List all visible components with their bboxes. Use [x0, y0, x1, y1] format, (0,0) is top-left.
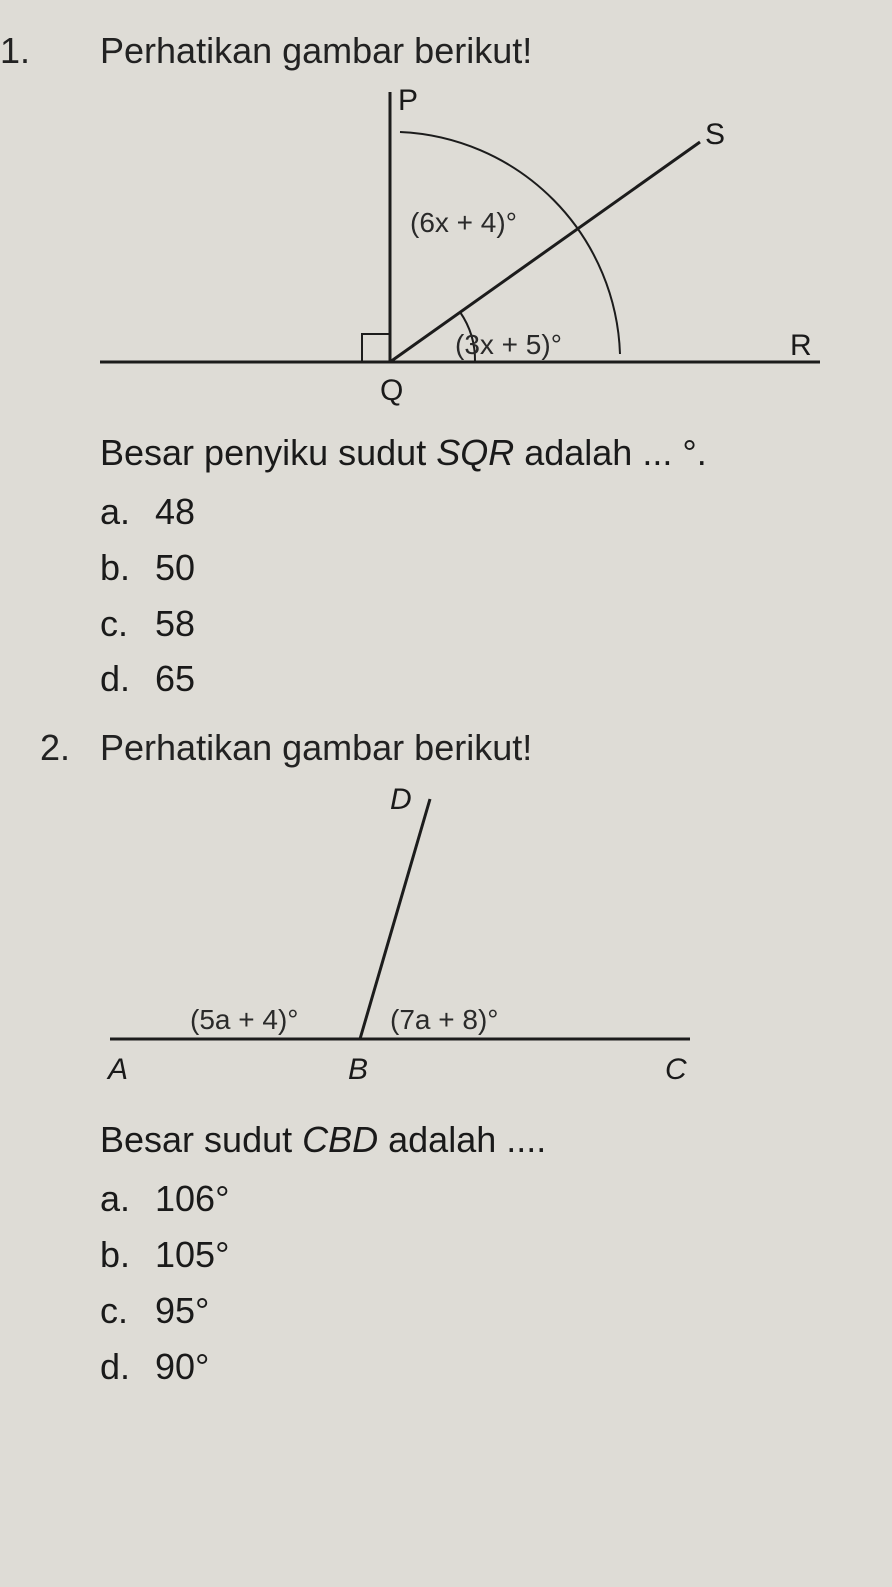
- q1-point-r: R: [790, 329, 812, 362]
- q1-prompt-pre: Besar penyiku sudut: [100, 432, 436, 473]
- option-letter: a.: [100, 1171, 155, 1227]
- q1-options: a.48 b.50 c.58 d.65: [100, 484, 852, 707]
- q1-point-s: S: [705, 118, 725, 151]
- q2-number: 2.: [40, 727, 70, 769]
- option-value: 58: [155, 603, 195, 644]
- option-value: 106°: [155, 1178, 229, 1219]
- q1-point-p: P: [398, 84, 418, 117]
- q1-number: 1.: [0, 30, 30, 72]
- option-letter: b.: [100, 1227, 155, 1283]
- option-letter: c.: [100, 596, 155, 652]
- option-letter: a.: [100, 484, 155, 540]
- q2-instruction: Perhatikan gambar berikut!: [100, 727, 852, 769]
- q2-option-b[interactable]: b.105°: [100, 1227, 852, 1283]
- option-value: 48: [155, 491, 195, 532]
- option-letter: b.: [100, 540, 155, 596]
- q2-point-d: D: [390, 783, 412, 816]
- option-value: 50: [155, 547, 195, 588]
- q2-prompt-post: adalah ....: [378, 1119, 546, 1160]
- q2-diagram: D A B C (5a + 4)° (7a + 8)°: [100, 779, 852, 1099]
- option-letter: d.: [100, 651, 155, 707]
- q2-option-a[interactable]: a.106°: [100, 1171, 852, 1227]
- q1-option-b[interactable]: b.50: [100, 540, 852, 596]
- option-value: 105°: [155, 1234, 229, 1275]
- option-value: 95°: [155, 1290, 209, 1331]
- q1-point-q: Q: [380, 374, 403, 407]
- q2-option-c[interactable]: c.95°: [100, 1283, 852, 1339]
- question-2: 2. Perhatikan gambar berikut! D A B C (5…: [40, 727, 852, 1394]
- q2-ray-d: [360, 799, 430, 1039]
- q1-prompt-var: SQR: [436, 432, 514, 473]
- q2-point-a: A: [106, 1053, 128, 1086]
- option-letter: d.: [100, 1339, 155, 1395]
- q1-option-d[interactable]: d.65: [100, 651, 852, 707]
- q1-arc-large: [400, 132, 620, 354]
- q1-diagram: P S R Q (6x + 4)° (3x + 5)°: [100, 82, 852, 412]
- q2-angle-left-label: (5a + 4)°: [190, 1004, 298, 1035]
- q1-angle1-label: (6x + 4)°: [410, 207, 517, 238]
- q1-option-c[interactable]: c.58: [100, 596, 852, 652]
- q2-prompt-pre: Besar sudut: [100, 1119, 302, 1160]
- option-value: 65: [155, 658, 195, 699]
- option-letter: c.: [100, 1283, 155, 1339]
- question-1: 1. Perhatikan gambar berikut! P S R Q (6…: [40, 30, 852, 707]
- q1-instruction: Perhatikan gambar berikut!: [100, 30, 852, 72]
- q1-angle2-label: (3x + 5)°: [455, 329, 562, 360]
- q2-option-d[interactable]: d.90°: [100, 1339, 852, 1395]
- q1-option-a[interactable]: a.48: [100, 484, 852, 540]
- q1-prompt-post: adalah ... °.: [514, 432, 707, 473]
- q2-options: a.106° b.105° c.95° d.90°: [100, 1171, 852, 1394]
- option-value: 90°: [155, 1346, 209, 1387]
- q1-right-angle-icon: [362, 334, 390, 362]
- q2-angle-right-label: (7a + 8)°: [390, 1004, 498, 1035]
- q2-prompt-var: CBD: [302, 1119, 378, 1160]
- q2-point-b: B: [348, 1053, 368, 1086]
- q1-prompt: Besar penyiku sudut SQR adalah ... °.: [100, 432, 852, 474]
- q2-point-c: C: [665, 1053, 687, 1086]
- q2-prompt: Besar sudut CBD adalah ....: [100, 1119, 852, 1161]
